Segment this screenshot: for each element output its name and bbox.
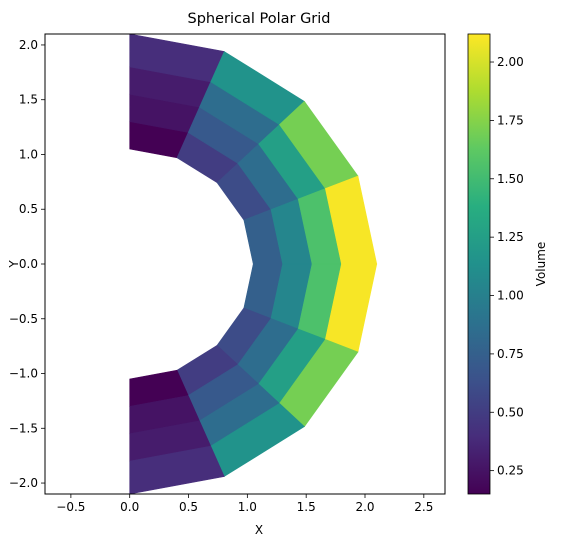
- y-tick-label: −2.0: [9, 476, 38, 490]
- colorbar-ticks: 0.25 0.50 0.75 1.00 1.25 1.50 1.75 2.00: [490, 55, 524, 478]
- colorbar-tick-label: 0.75: [497, 347, 524, 361]
- colorbar: [467, 33, 491, 495]
- colorbar-tick-label: 1.50: [497, 172, 524, 186]
- chart-title: Spherical Polar Grid: [187, 11, 330, 27]
- x-tick-label: 0.5: [179, 500, 198, 514]
- colorbar-tick-label: 0.50: [497, 405, 524, 419]
- x-tick-label: 2.5: [414, 500, 433, 514]
- x-tick-label: 0.0: [120, 500, 139, 514]
- polar-grid-cells: [129, 33, 378, 495]
- y-axis-ticks: −2.0 −1.5 −1.0 −0.5 0.0 0.5 1.0 1.5 2.0: [9, 38, 45, 490]
- colorbar-tick-label: 1.00: [497, 289, 524, 303]
- colorbar-tick-label: 1.75: [497, 113, 524, 127]
- colorbar-label: Volume: [534, 242, 548, 287]
- colorbar-tick-label: 0.25: [497, 464, 524, 478]
- y-tick-label: −1.0: [9, 367, 38, 381]
- colorbar-tick-label: 1.25: [497, 230, 524, 244]
- y-tick-label: 2.0: [19, 38, 38, 52]
- x-axis-ticks: −0.5 0.0 0.5 1.0 1.5 2.0 2.5: [56, 494, 433, 514]
- y-tick-label: −1.5: [9, 421, 38, 435]
- y-tick-label: 1.5: [19, 93, 38, 107]
- x-tick-label: −0.5: [56, 500, 85, 514]
- x-tick-label: 1.0: [238, 500, 257, 514]
- y-tick-label: −0.5: [9, 312, 38, 326]
- x-tick-label: 2.0: [355, 500, 374, 514]
- y-tick-label: 1.0: [19, 147, 38, 161]
- colorbar-tick-label: 2.00: [497, 55, 524, 69]
- y-tick-label: 0.0: [19, 257, 38, 271]
- x-axis-label: X: [255, 523, 263, 537]
- y-axis-label: Y: [7, 260, 21, 269]
- x-tick-label: 1.5: [297, 500, 316, 514]
- y-tick-label: 0.5: [19, 202, 38, 216]
